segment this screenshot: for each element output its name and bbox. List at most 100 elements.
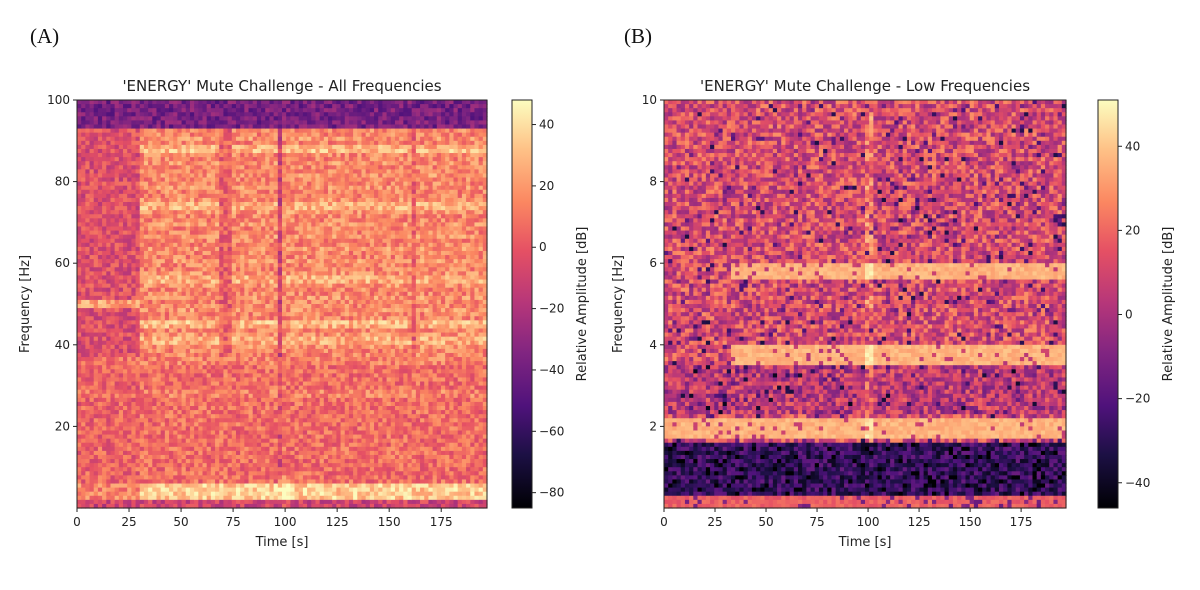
heatmap-cell (219, 259, 224, 264)
heatmap-cell (156, 169, 161, 174)
heatmap-cell (115, 129, 120, 134)
heatmap-cell (106, 414, 111, 419)
heatmap-cell (177, 292, 182, 297)
heatmap-cell (131, 475, 136, 480)
heatmap-cell (140, 451, 145, 456)
heatmap-cell (223, 361, 228, 366)
heatmap-cell (136, 390, 141, 395)
heatmap-cell (90, 430, 95, 435)
heatmap-cell (148, 137, 153, 142)
heatmap-cell (203, 410, 208, 415)
heatmap-cell (152, 349, 157, 354)
heatmap-cell (110, 280, 115, 285)
heatmap-cell (131, 345, 136, 350)
heatmap-cell (173, 410, 178, 415)
heatmap-cell (232, 206, 237, 211)
heatmap-cell (161, 394, 166, 399)
heatmap-cell (152, 222, 157, 227)
heatmap-cell (203, 328, 208, 333)
heatmap-cell (207, 235, 212, 240)
heatmap-cell (257, 280, 262, 285)
heatmap-cell (77, 120, 82, 125)
heatmap-cell (127, 430, 132, 435)
heatmap-cell (169, 316, 174, 321)
heatmap-cell (119, 296, 124, 301)
heatmap-cell (152, 267, 157, 272)
heatmap-cell (211, 398, 216, 403)
heatmap-cell (106, 455, 111, 460)
heatmap-cell (240, 312, 245, 317)
heatmap-cell (127, 231, 132, 236)
heatmap-cell (253, 500, 258, 505)
heatmap-cell (228, 153, 233, 158)
heatmap-cell (236, 275, 241, 280)
heatmap-cell (236, 173, 241, 178)
heatmap-cell (236, 161, 241, 166)
heatmap-cell (240, 161, 245, 166)
heatmap-cell (244, 312, 249, 317)
heatmap-cell (98, 190, 103, 195)
heatmap-cell (257, 459, 262, 464)
heatmap-cell (190, 488, 195, 493)
heatmap-cell (94, 157, 99, 162)
heatmap-cell (211, 112, 216, 117)
heatmap-cell (140, 247, 145, 252)
heatmap-cell (90, 182, 95, 187)
heatmap-cell (127, 157, 132, 162)
heatmap-cell (203, 173, 208, 178)
heatmap-cell (265, 169, 270, 174)
heatmap-cell (169, 169, 174, 174)
heatmap-cell (257, 349, 262, 354)
heatmap-cell (240, 116, 245, 121)
heatmap-cell (127, 361, 132, 366)
heatmap-cell (257, 165, 262, 170)
heatmap-cell (261, 406, 266, 411)
heatmap-cell (169, 394, 174, 399)
heatmap-cell (136, 153, 141, 158)
heatmap-cell (98, 133, 103, 138)
heatmap-cell (140, 145, 145, 150)
heatmap-cell (190, 324, 195, 329)
heatmap-cell (182, 300, 187, 305)
heatmap-cell (115, 194, 120, 199)
heatmap-cell (219, 435, 224, 440)
heatmap-cell (136, 463, 141, 468)
heatmap-cell (148, 410, 153, 415)
heatmap-cell (173, 108, 178, 113)
heatmap-cell (169, 149, 174, 154)
heatmap-cell (194, 133, 199, 138)
heatmap-cell (156, 500, 161, 505)
heatmap-cell (140, 382, 145, 387)
heatmap-cell (177, 275, 182, 280)
heatmap-cell (119, 316, 124, 321)
heatmap-cell (190, 316, 195, 321)
heatmap-cell (265, 406, 270, 411)
heatmap-cell (90, 255, 95, 260)
heatmap-cell (131, 235, 136, 240)
heatmap-cell (194, 231, 199, 236)
heatmap-cell (198, 402, 203, 407)
heatmap-cell (215, 284, 220, 289)
heatmap-cell (119, 451, 124, 456)
heatmap-cell (144, 443, 149, 448)
heatmap-cell (232, 202, 237, 207)
heatmap-cell (131, 243, 136, 248)
heatmap-cell (152, 124, 157, 129)
heatmap-cell (90, 398, 95, 403)
heatmap-cell (156, 402, 161, 407)
heatmap-cell (119, 194, 124, 199)
heatmap-cell (85, 324, 90, 329)
heatmap-cell (198, 178, 203, 183)
heatmap-cell (265, 137, 270, 142)
heatmap-cell (115, 255, 120, 260)
heatmap-cell (85, 304, 90, 309)
heatmap-cell (136, 484, 141, 489)
heatmap-cell (156, 235, 161, 240)
heatmap-cell (249, 235, 254, 240)
heatmap-cell (249, 422, 254, 427)
heatmap-cell (203, 239, 208, 244)
heatmap-cell (156, 320, 161, 325)
heatmap-cell (169, 451, 174, 456)
heatmap-cell (161, 312, 166, 317)
heatmap-cell (215, 178, 220, 183)
